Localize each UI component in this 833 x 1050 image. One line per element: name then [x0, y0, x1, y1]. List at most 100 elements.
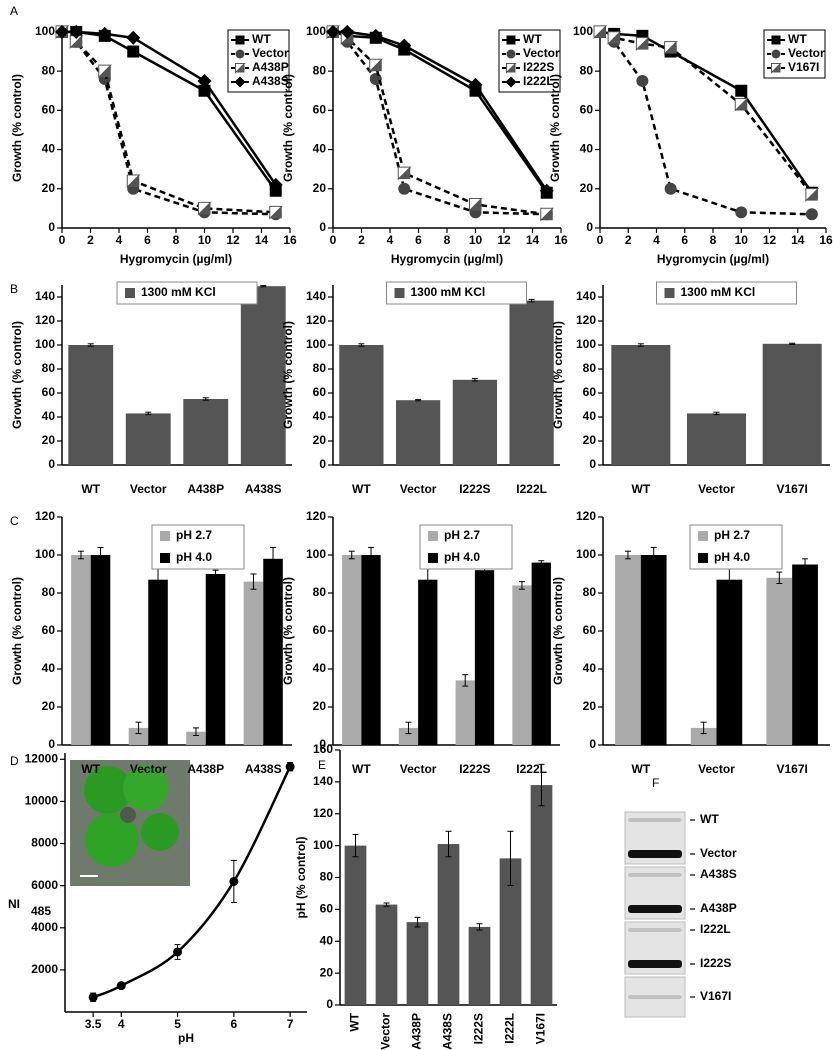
- y-tick-label: 60: [583, 385, 597, 399]
- x-tick-label: 10: [735, 233, 749, 247]
- legend-box: [656, 281, 797, 305]
- legend-label: WT: [252, 32, 271, 46]
- x-tick-label: 6: [144, 233, 151, 247]
- y-tick-label: 60: [313, 103, 327, 117]
- error-bar: [212, 569, 219, 579]
- marker: [268, 177, 283, 192]
- marker-square: [771, 35, 781, 45]
- marker: [593, 25, 608, 40]
- error-bar: [405, 721, 412, 735]
- marker-diamond: [340, 24, 355, 39]
- y-tick-label: 10000: [25, 794, 59, 808]
- error-bar: [528, 298, 535, 303]
- marker: [197, 73, 212, 88]
- y-tick-label: 80: [580, 63, 594, 77]
- marker: [98, 64, 112, 79]
- marker-half-dark: [664, 41, 677, 54]
- marker-half-dark: [398, 167, 411, 180]
- marker-circle: [735, 206, 748, 219]
- marker-circle: [664, 182, 677, 195]
- y-tick-label: 100: [576, 337, 596, 351]
- bar: [243, 581, 264, 745]
- y-tick-label: 140: [306, 289, 326, 303]
- x-tick-label: Vector: [379, 1013, 393, 1050]
- lane-label: A438S: [700, 867, 737, 881]
- lane-label: Vector: [700, 846, 737, 860]
- x-tick-label: 7: [287, 1017, 294, 1031]
- marker-half-dark: [127, 174, 140, 187]
- y-tick-label: 0: [586, 220, 593, 234]
- cell: [84, 766, 132, 814]
- blot-band: [628, 850, 682, 858]
- y-tick-label: 100: [306, 24, 326, 38]
- x-tick-label: Vector: [130, 482, 167, 496]
- bar: [344, 845, 367, 1005]
- legend-label: Vector: [523, 46, 560, 60]
- legend-label: A438P: [252, 60, 289, 74]
- marker: [369, 58, 383, 73]
- marker-half-dark: [540, 208, 553, 221]
- x-tick-label: 0: [59, 233, 66, 247]
- x-tick-label: 4: [387, 233, 394, 247]
- legend-label: I222L: [523, 74, 554, 88]
- y-tick-label: 4000: [31, 920, 58, 934]
- y-tick-label: 40: [42, 142, 56, 156]
- blot-band: [628, 818, 682, 822]
- x-tick-label: Vector: [400, 762, 437, 776]
- blot-band: [628, 960, 682, 968]
- x-tick-label: Vector: [130, 762, 167, 776]
- marker: [55, 24, 69, 39]
- x-tick-label: Vector: [400, 482, 437, 496]
- error-bar: [789, 342, 796, 345]
- error-bar: [713, 411, 720, 416]
- legend-label: pH 2.7: [444, 528, 480, 542]
- x-tick-label: 14: [255, 233, 269, 247]
- y-tick-label: 140: [576, 289, 596, 303]
- x-axis-label: Hygromycin (µg/ml): [657, 252, 769, 266]
- error-bar: [538, 560, 545, 565]
- y-axis-label: pH (% control): [294, 837, 308, 919]
- marker-square: [735, 84, 748, 97]
- bar: [71, 555, 91, 745]
- legend-swatch: [698, 531, 708, 541]
- bar: [509, 300, 554, 465]
- bar: [240, 286, 286, 465]
- y-tick-label: 40: [42, 661, 56, 675]
- bar: [205, 574, 226, 745]
- marker: [326, 24, 340, 39]
- y-tick-label: 80: [42, 361, 56, 375]
- y-tick-label: 120: [35, 313, 55, 327]
- cell: [85, 813, 139, 867]
- y-tick-label: 40: [320, 933, 334, 947]
- blot-band: [628, 995, 682, 999]
- y-tick-label: 20: [313, 699, 327, 713]
- marker: [506, 49, 516, 59]
- marker-square: [235, 35, 245, 45]
- x-tick-label: WT: [352, 482, 371, 496]
- marker: [234, 76, 246, 88]
- bar: [342, 555, 362, 745]
- marker: [397, 166, 412, 181]
- error-bar: [97, 546, 104, 564]
- bar: [766, 577, 793, 745]
- bar: [148, 579, 168, 745]
- marker-diamond: [268, 177, 283, 192]
- marker: [368, 28, 383, 43]
- legend-swatch: [428, 531, 438, 541]
- legend-label: pH 4.0: [176, 550, 212, 564]
- marker-circle: [805, 208, 818, 221]
- y-tick-label: 0: [48, 737, 55, 751]
- y-tick-label: 6000: [31, 878, 58, 892]
- error-bar: [368, 546, 375, 564]
- lane-label: A438P: [700, 901, 737, 915]
- y-tick-label: 20: [313, 181, 327, 195]
- panel-label: D: [10, 754, 19, 768]
- y-tick-label: 120: [576, 509, 596, 523]
- x-tick-label: 16: [554, 233, 568, 247]
- bar: [690, 727, 717, 745]
- marker: [805, 188, 820, 202]
- y-tick-label: 40: [583, 661, 597, 675]
- y-tick-label: 40: [313, 142, 327, 156]
- marker: [269, 205, 283, 220]
